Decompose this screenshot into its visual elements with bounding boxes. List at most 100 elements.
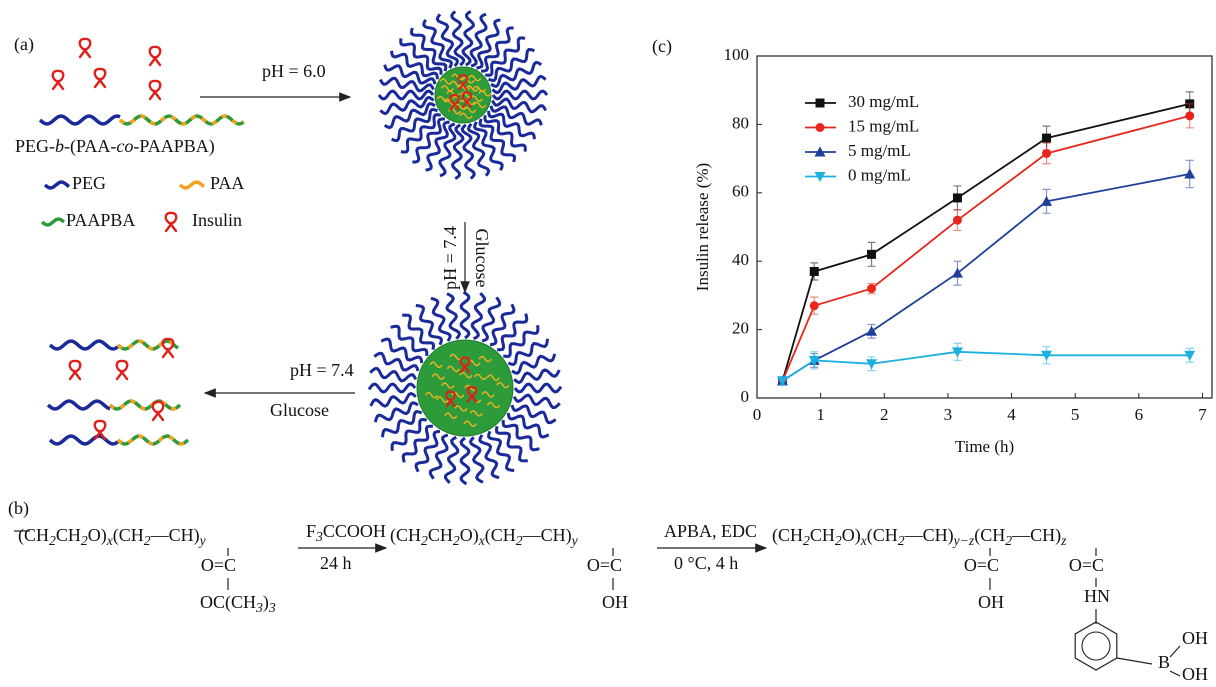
micelle-chain: [443, 435, 460, 484]
paa-strand: [465, 85, 479, 92]
micelle-chain: [459, 436, 471, 486]
marker: [1185, 111, 1195, 121]
benzene-ring: [1074, 621, 1118, 671]
micelle-chain: [510, 404, 557, 425]
formula-text: O=C: [587, 555, 622, 575]
formula: OH: [1182, 664, 1208, 684]
marker: [952, 193, 962, 203]
series-line: [781, 103, 1190, 382]
formula: O=C: [201, 555, 236, 575]
formula-text: (CH: [18, 525, 49, 546]
micelle-chain: [460, 123, 476, 180]
formula-text: OC(CH: [200, 592, 256, 613]
subscript: 2: [803, 533, 810, 548]
marker: [951, 347, 963, 358]
x-tick-label: 7: [1198, 405, 1207, 424]
arrow-label: Glucose: [472, 229, 492, 288]
insulin-icon: [93, 419, 107, 441]
formula-text: HN: [1084, 586, 1110, 606]
insulin-shape: [461, 91, 473, 108]
legend-paapba: [40, 217, 66, 227]
paa-strand: [478, 355, 492, 363]
text: -PAAPBA): [133, 136, 214, 157]
paa-strand: [461, 77, 475, 84]
bond: [1116, 657, 1153, 665]
micelle-chain: [409, 27, 448, 72]
insulin-shape: [161, 337, 175, 359]
formula-text: (CH: [390, 525, 421, 546]
subscript: 2: [516, 533, 523, 548]
micelle-chain: [425, 120, 450, 172]
paa-strand: [444, 412, 458, 419]
paapba-chain: [108, 399, 182, 411]
marker: [867, 249, 877, 259]
formula-text: 0 °C, 4 h: [674, 553, 738, 573]
micelle-chain: [468, 436, 485, 484]
marker: [1041, 195, 1053, 206]
micelle-chain: [428, 433, 449, 480]
formula-text: OH: [978, 592, 1004, 612]
chart: 0 1 2 3 4 5 6 7 0 20 40 60 80 100 Time (h) Insulin rele…: [693, 45, 1213, 456]
formula: 0 °C, 4 h: [674, 553, 738, 573]
text: co: [116, 136, 133, 156]
micelle-chain: [422, 19, 453, 69]
formula: OH: [602, 592, 628, 612]
micelle-chain: [412, 117, 445, 164]
paa-strand: [424, 391, 439, 399]
paa-strand: [456, 84, 471, 91]
formula-text: —CH): [1011, 525, 1061, 546]
micelle-chain: [490, 60, 543, 89]
paa-strand: [435, 396, 450, 403]
paa-strand: [451, 73, 465, 81]
micelle-chain: [506, 412, 550, 439]
x-tick-label: 5: [1071, 405, 1080, 424]
formula-text: F: [306, 521, 316, 541]
micelle-chain: [469, 12, 488, 68]
insulin-icon: [115, 359, 129, 381]
micelle-chain: [513, 368, 561, 385]
paa-strand: [459, 112, 473, 120]
micelle-chain: [430, 296, 452, 342]
paa-strand: [429, 361, 443, 369]
marker: [867, 284, 877, 294]
insulin-shape: [151, 400, 165, 422]
insulin-icon: [148, 45, 162, 67]
marker: [808, 355, 820, 366]
y-tick-label: 40: [732, 250, 749, 269]
legend-label: 5 mg/mL: [848, 141, 911, 160]
paapba-chain: [116, 339, 180, 351]
subscript: 2: [144, 533, 151, 548]
formula-text: OH: [602, 592, 628, 612]
benzene-inner: [1081, 631, 1111, 661]
bond: [1169, 645, 1181, 658]
micelle-chain: [476, 18, 501, 70]
micelle-chain: [400, 113, 442, 154]
micelle-chain: [466, 123, 491, 177]
layout: [200, 92, 768, 553]
micelle-chain: [415, 304, 443, 346]
formula-text: 24 h: [320, 553, 352, 573]
subscript: 2: [49, 533, 56, 548]
paa-strand: [486, 401, 501, 409]
micelle-chain: [438, 122, 457, 178]
insulin-shape: [51, 69, 65, 91]
micelle-chain: [483, 115, 527, 152]
insulin-shape: [78, 37, 92, 59]
micelle-chain: [379, 95, 435, 116]
insulin-icon: [457, 74, 468, 91]
legend-label: PAA: [210, 173, 244, 193]
micelle-chain: [414, 429, 441, 473]
legend-label: 30 mg/mL: [848, 92, 919, 111]
paa-strand: [446, 365, 460, 373]
subscript: x: [106, 533, 113, 548]
micelle-chain: [390, 50, 439, 80]
insulin-shape: [466, 386, 477, 403]
y-tick-label: 60: [732, 182, 749, 201]
paa-strand: [472, 101, 487, 109]
x-axis-label: Time (h): [955, 437, 1014, 456]
peg-chain: [48, 339, 120, 351]
formula-text: (CH: [974, 525, 1005, 546]
micelle-chain: [484, 36, 526, 77]
subscript: 2: [81, 533, 88, 548]
